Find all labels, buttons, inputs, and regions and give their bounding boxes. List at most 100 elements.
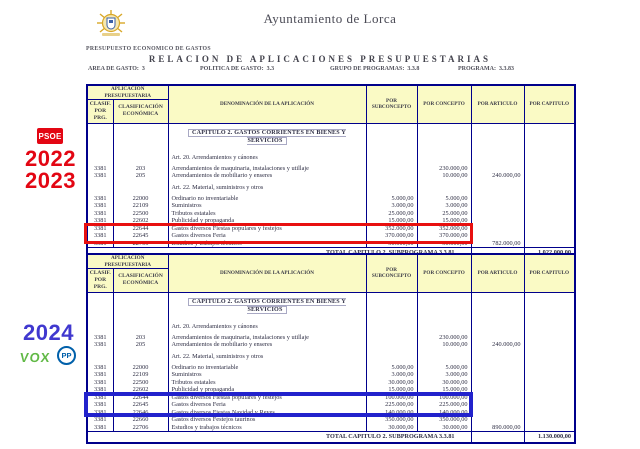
cell-clasif-economica: 22109 (112, 371, 169, 379)
cell-clasif-prg (86, 318, 114, 334)
cell-clasif-prg: 3381 (86, 423, 114, 432)
meta-grupo-de-programas: GRUPO DE PROGRAMAS: 3.3.8 (330, 66, 420, 72)
cell-por-capitulo (523, 232, 576, 240)
table-row: 3381 22000 Ordinario no inventariable 5.000… (86, 363, 576, 372)
cell-por-concepto: 230.000,00 (416, 333, 472, 342)
table-row: 3381 22602 Publicidad y propaganda 15.000,0… (86, 217, 576, 225)
cell-por-capitulo (523, 164, 576, 173)
header-clasif-por-prg: CLASIF. POR PRG. (86, 268, 114, 293)
cell-clasif-prg (86, 179, 114, 195)
cell-por-concepto (416, 123, 472, 150)
table-row: 3381 205 Arrendamientos de mobiliario y en… (86, 341, 576, 349)
cell-denominacion: CAPITULO 2. GASTOS CORRIENTES EN BIENES … (167, 123, 367, 150)
cell-por-concepto (416, 179, 472, 195)
cell-por-subconcepto (365, 318, 418, 334)
year-label-2024: 2024 (23, 320, 74, 345)
cell-por-articulo (470, 217, 525, 225)
cell-por-subconcepto: 140.000,00 (365, 408, 418, 417)
lorca-crest-icon (94, 8, 128, 46)
cell-clasif-prg: 3381 (86, 194, 114, 203)
cell-por-capitulo (523, 401, 576, 409)
cell-por-capitulo (523, 172, 576, 180)
cell-por-subconcepto: 5.000,00 (365, 363, 418, 372)
cell-por-concepto: 100.000,00 (416, 393, 472, 402)
cell-clasif-economica (112, 318, 169, 334)
cell-por-articulo (470, 386, 525, 394)
cell-por-articulo (470, 378, 525, 387)
cell-por-articulo (470, 401, 525, 409)
cell-denominacion: Ordinario no inventariable (167, 194, 367, 203)
cell-por-concepto: 15.000,00 (416, 217, 472, 225)
cell-por-subconcepto (365, 123, 418, 150)
cell-por-capitulo (523, 149, 576, 165)
cell-por-concepto: 370.000,00 (416, 232, 472, 240)
cell-por-capitulo (523, 292, 576, 319)
header-aplicacion-presupuestaria: APLICACIÓN PRESUPUESTARIA (86, 253, 169, 269)
cell-por-capitulo (523, 371, 576, 379)
header-denominacion: DENOMINACIÓN DE LA APLICACIÓN (167, 84, 367, 124)
cell-por-articulo: 240.000,00 (470, 172, 525, 180)
cell-por-subconcepto: 30.000,00 (365, 423, 418, 432)
cell-por-concepto: 30.000,00 (416, 239, 472, 248)
cell-denominacion: Arrendamientos de maquinaria, instalacio… (167, 333, 367, 342)
cell-por-capitulo (523, 386, 576, 394)
cell-clasif-prg: 3381 (86, 416, 114, 424)
cell-por-subconcepto (365, 179, 418, 195)
table-row: 3381 22706 Estudios y trabajos técnicos 30.… (86, 423, 576, 432)
cell-total-label: TOTAL CAPITULO 2. SUBPROGRAMA 3.3.81 (86, 430, 472, 444)
cell-clasif-prg: 3381 (86, 363, 114, 372)
cell-clasif-economica: 22500 (112, 378, 169, 387)
table-row: 3381 22645 Gastos diversos Feria 225.000,00… (86, 401, 576, 409)
cell-por-concepto (416, 292, 472, 319)
cell-por-articulo (470, 348, 525, 364)
header-por-articulo: POR ARTICULO (470, 253, 525, 293)
cell-por-concepto (416, 149, 472, 165)
cell-denominacion: Gastos diversos Feria (167, 232, 367, 240)
header-por-capitulo: POR CAPITULO (523, 253, 576, 293)
capitulo-heading: CAPITULO 2. GASTOS CORRIENTES EN BIENES … (188, 297, 346, 314)
cell-clasif-prg: 3381 (86, 232, 114, 240)
cell-por-articulo (470, 416, 525, 424)
cell-clasif-economica: 22602 (112, 217, 169, 225)
section-row: CAPITULO 2. GASTOS CORRIENTES EN BIENES … (86, 292, 576, 319)
cell-clasif-economica: 205 (112, 341, 169, 349)
cell-clasif-prg: 3381 (86, 224, 114, 233)
cell-por-capitulo (523, 423, 576, 432)
year-label-2023: 2023 (25, 168, 76, 193)
cell-clasif-prg: 3381 (86, 408, 114, 417)
cell-por-articulo (470, 292, 525, 319)
cell-por-subconcepto: 370.000,00 (365, 232, 418, 240)
cell-por-capitulo (523, 416, 576, 424)
table-row: 3381 203 Arrendamientos de maquinaria, ins… (86, 333, 576, 342)
cell-por-concepto: 30.000,00 (416, 423, 472, 432)
table-row: 3381 203 Arrendamientos de maquinaria, ins… (86, 164, 576, 173)
cell-por-capitulo (523, 341, 576, 349)
cell-por-capitulo (523, 224, 576, 233)
table-row: 3381 22109 Suministros 3.000,00 3.000,00 (86, 202, 576, 210)
cell-por-subconcepto: 3.000,00 (365, 371, 418, 379)
cell-por-capitulo (523, 217, 576, 225)
cell-clasif-prg: 3381 (86, 164, 114, 173)
cell-denominacion: Art. 22. Material, suministros y otros (167, 179, 367, 195)
cell-por-subconcepto (365, 172, 418, 180)
cell-por-articulo (470, 371, 525, 379)
cell-por-capitulo (523, 348, 576, 364)
table-row: 3381 205 Arrendamientos de mobiliario y en… (86, 172, 576, 180)
cell-por-concepto: 230.000,00 (416, 164, 472, 173)
program-meta-row: AREA DE GASTO: 3 POLITICA DE GASTO: 3.3 GR… (88, 66, 570, 72)
budget-table-2024: APLICACIÓN PRESUPUESTARIA DENOMINACIÓN D… (86, 253, 577, 445)
cell-por-concepto: 3.000,00 (416, 371, 472, 379)
cell-denominacion: Arrendamientos de maquinaria, instalacio… (167, 164, 367, 173)
header-por-capitulo: POR CAPITULO (523, 84, 576, 124)
header-clasificacion-economica: CLASIFICACIÓN ECONÓMICA (112, 99, 169, 124)
cell-por-concepto: 25.000,00 (416, 209, 472, 218)
cell-por-concepto: 10.000,00 (416, 172, 472, 180)
cell-clasif-economica: 22706 (112, 423, 169, 432)
cell-denominacion: Gastos diversos Fiestas populares y fest… (167, 224, 367, 233)
cell-clasif-economica: 22602 (112, 386, 169, 394)
cell-por-concepto: 30.000,00 (416, 378, 472, 387)
cell-clasif-economica (112, 123, 169, 150)
cell-clasif-prg: 3381 (86, 401, 114, 409)
cell-denominacion: Gastos diversos Fiestas Navidad y Reyes (167, 408, 367, 417)
cell-por-capitulo (523, 318, 576, 334)
